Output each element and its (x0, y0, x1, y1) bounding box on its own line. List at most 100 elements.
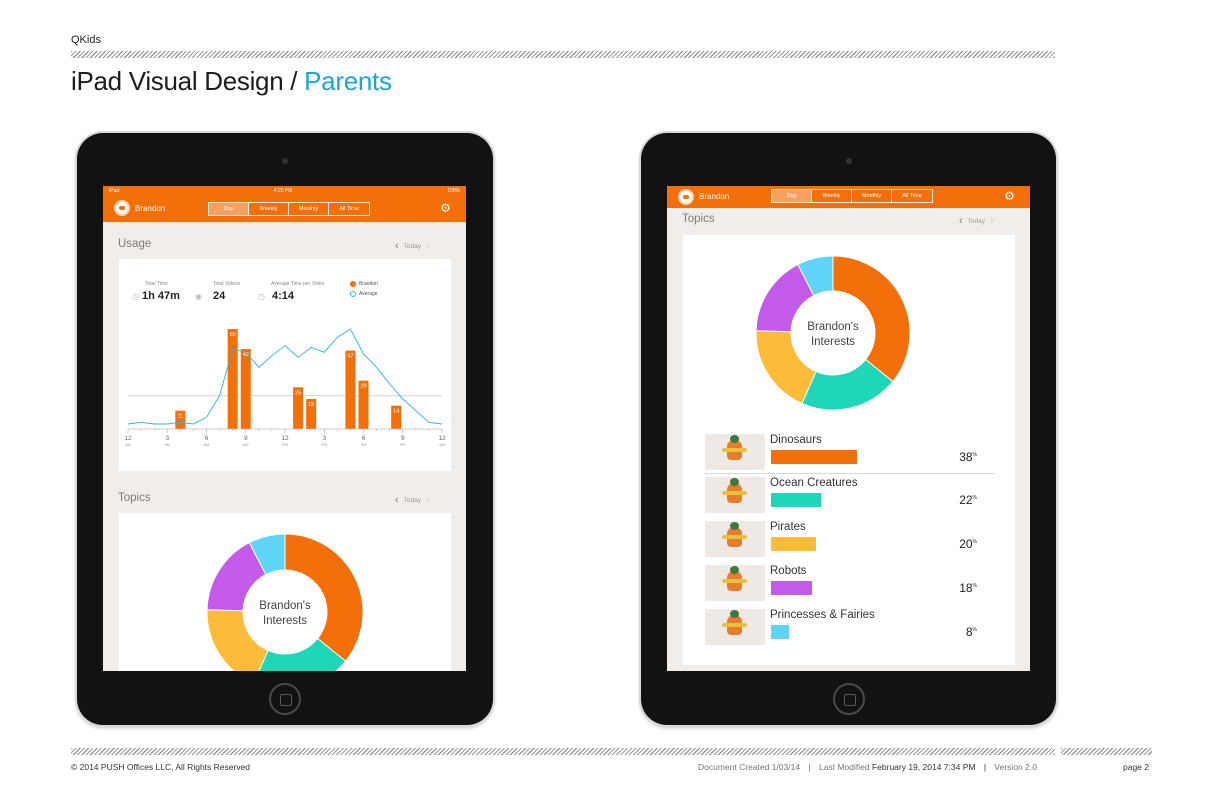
usage-chart: 116048251847291412AM3AM6AM9AM12PM3PM6PM9… (124, 328, 446, 447)
home-button[interactable] (832, 683, 865, 715)
interest-name: Dinosaurs (770, 434, 822, 446)
usage-bar-label: 11 (177, 414, 183, 420)
tab-day[interactable]: Day (772, 190, 812, 202)
camera-icon (282, 158, 288, 164)
tab-weekly[interactable]: Weekly (249, 203, 289, 215)
x-tick-label: 9 (401, 435, 405, 442)
tab-all-time[interactable]: All Time (339, 206, 359, 212)
x-tick-sublabel: PM (282, 443, 288, 447)
tab-monthly[interactable]: Monthly (289, 203, 329, 215)
topics-date-label: Today (967, 217, 986, 225)
topic-thumbnail (705, 609, 765, 645)
interests-donut-chart: Brandon's Interests (206, 533, 364, 671)
chevron-left-icon[interactable]: ‹ (395, 494, 399, 506)
usage-bar (306, 399, 317, 429)
meta-separator: | (808, 762, 811, 772)
x-tick-label: 12 (438, 435, 446, 442)
interest-bar (771, 625, 789, 639)
eye-icon: ◉ (195, 292, 202, 301)
interests-donut-chart: Brandon's Interests (755, 255, 911, 411)
gear-icon[interactable]: ⚙ (1004, 189, 1015, 203)
interest-percent: 18% (959, 581, 977, 595)
chevron-right-icon[interactable]: › (426, 240, 430, 252)
chevron-left-icon[interactable]: ‹ (395, 240, 399, 252)
interest-percent-unit: % (972, 539, 977, 545)
interest-percent-unit: % (972, 583, 977, 589)
interest-row-pirates[interactable]: Pirates 20% (705, 519, 995, 559)
interest-row-ocean-creatures[interactable]: Ocean Creatures 22% (705, 475, 995, 515)
usage-bar (175, 410, 186, 429)
child-avatar[interactable] (678, 189, 694, 205)
gear-icon[interactable]: ⚙ (440, 201, 451, 215)
interest-row-robots[interactable]: Robots 18% (705, 563, 995, 603)
interest-percent-value: 8 (965, 625, 973, 639)
stat-total-time: Total Time ◷ 1h 47m (132, 281, 180, 302)
mascot-image (722, 435, 747, 460)
interest-row-dinosaurs[interactable]: Dinosaurs 38% (705, 432, 995, 472)
chevron-right-icon[interactable]: › (990, 215, 994, 227)
x-tick-sublabel: AM (164, 443, 170, 447)
mascot-image (722, 522, 747, 547)
mascot-image (722, 566, 747, 591)
topics-section-title: Topics (682, 213, 715, 225)
usage-legend: Brandon Average (350, 281, 378, 301)
ipad-topics-screen: Brandon Day Weekly Monthly All Time ⚙ To… (641, 133, 1056, 725)
interest-name: Ocean Creatures (770, 477, 858, 489)
donut-slice-dinosaurs (284, 533, 364, 662)
legend-swatch-average (350, 291, 356, 297)
clock-label: 4:20 PM (273, 188, 293, 194)
x-tick-sublabel: PM (400, 443, 406, 447)
x-tick-sublabel: AM (243, 443, 249, 447)
stat-total-videos-value: 24 (213, 290, 226, 302)
status-bar: iPad 4:20 PM 100% (103, 186, 466, 196)
donut-slice-ocean-creatures (258, 637, 347, 671)
stat-total-videos-label: Total Videos (213, 281, 241, 287)
meta-separator: | (983, 762, 987, 772)
topic-thumbnail (705, 521, 765, 557)
row-divider (705, 473, 995, 474)
child-avatar[interactable] (114, 200, 130, 216)
interest-percent-unit: % (972, 627, 977, 633)
usage-bar-label: 48 (243, 352, 249, 358)
usage-bar-label: 14 (393, 409, 399, 415)
usage-bar (240, 349, 251, 429)
interest-percent-value: 18 (959, 581, 973, 595)
chevron-right-icon[interactable]: › (426, 494, 430, 506)
usage-card: Total Time ◷ 1h 47m Total Videos ◉ 24 Av… (119, 259, 451, 471)
project-name: QKids (71, 34, 101, 46)
x-tick-label: 3 (165, 435, 169, 442)
usage-bar-label: 47 (347, 354, 353, 360)
interest-row-princesses-fairies[interactable]: Princesses & Fairies 8% (705, 607, 995, 647)
interest-percent-value: 20 (959, 537, 973, 551)
tab-monthly[interactable]: Monthly (852, 190, 892, 202)
tab-weekly[interactable]: Weekly (812, 190, 852, 202)
interest-percent-unit: % (972, 495, 977, 501)
interest-bar (771, 450, 857, 464)
home-button[interactable] (269, 683, 301, 715)
stat-avg-time-value: 4:14 (272, 290, 295, 302)
bottom-divider (71, 748, 1055, 755)
child-name[interactable]: Brandon (699, 192, 730, 201)
usage-bar-label: 25 (295, 390, 301, 396)
stat-avg-time: Average Time per Video ◷ 4:14 (258, 281, 324, 302)
x-tick-label: 6 (362, 435, 366, 442)
usage-bar (293, 387, 304, 429)
interest-name: Princesses & Fairies (770, 609, 875, 621)
tab-all-time[interactable]: All Time (902, 193, 922, 199)
child-name[interactable]: Brandon (135, 204, 166, 213)
interest-percent-unit: % (972, 452, 977, 458)
chevron-left-icon[interactable]: ‹ (959, 215, 963, 227)
x-tick-label: 6 (205, 435, 209, 442)
topics-card: Brandon's Interests (119, 513, 451, 671)
stat-total-time-label: Total Time (145, 281, 168, 287)
period-tabs: Day Weekly Monthly All Time (771, 189, 933, 203)
modified-date: February 19, 2014 7:34 PM (871, 762, 976, 772)
app-header: Brandon Day Weekly Monthly All Time ⚙ (667, 186, 1030, 208)
app-screen-usage: iPad 4:20 PM 100% Brandon Day Weekly Mon… (103, 186, 466, 671)
page-title-accent: Parents (304, 66, 392, 96)
donut-slice-princesses-fairies (797, 255, 834, 297)
tab-day[interactable]: Day (209, 203, 249, 215)
legend-item-average: Average (350, 291, 378, 297)
topic-thumbnail (705, 477, 765, 513)
x-tick-sublabel: AM (125, 443, 131, 447)
